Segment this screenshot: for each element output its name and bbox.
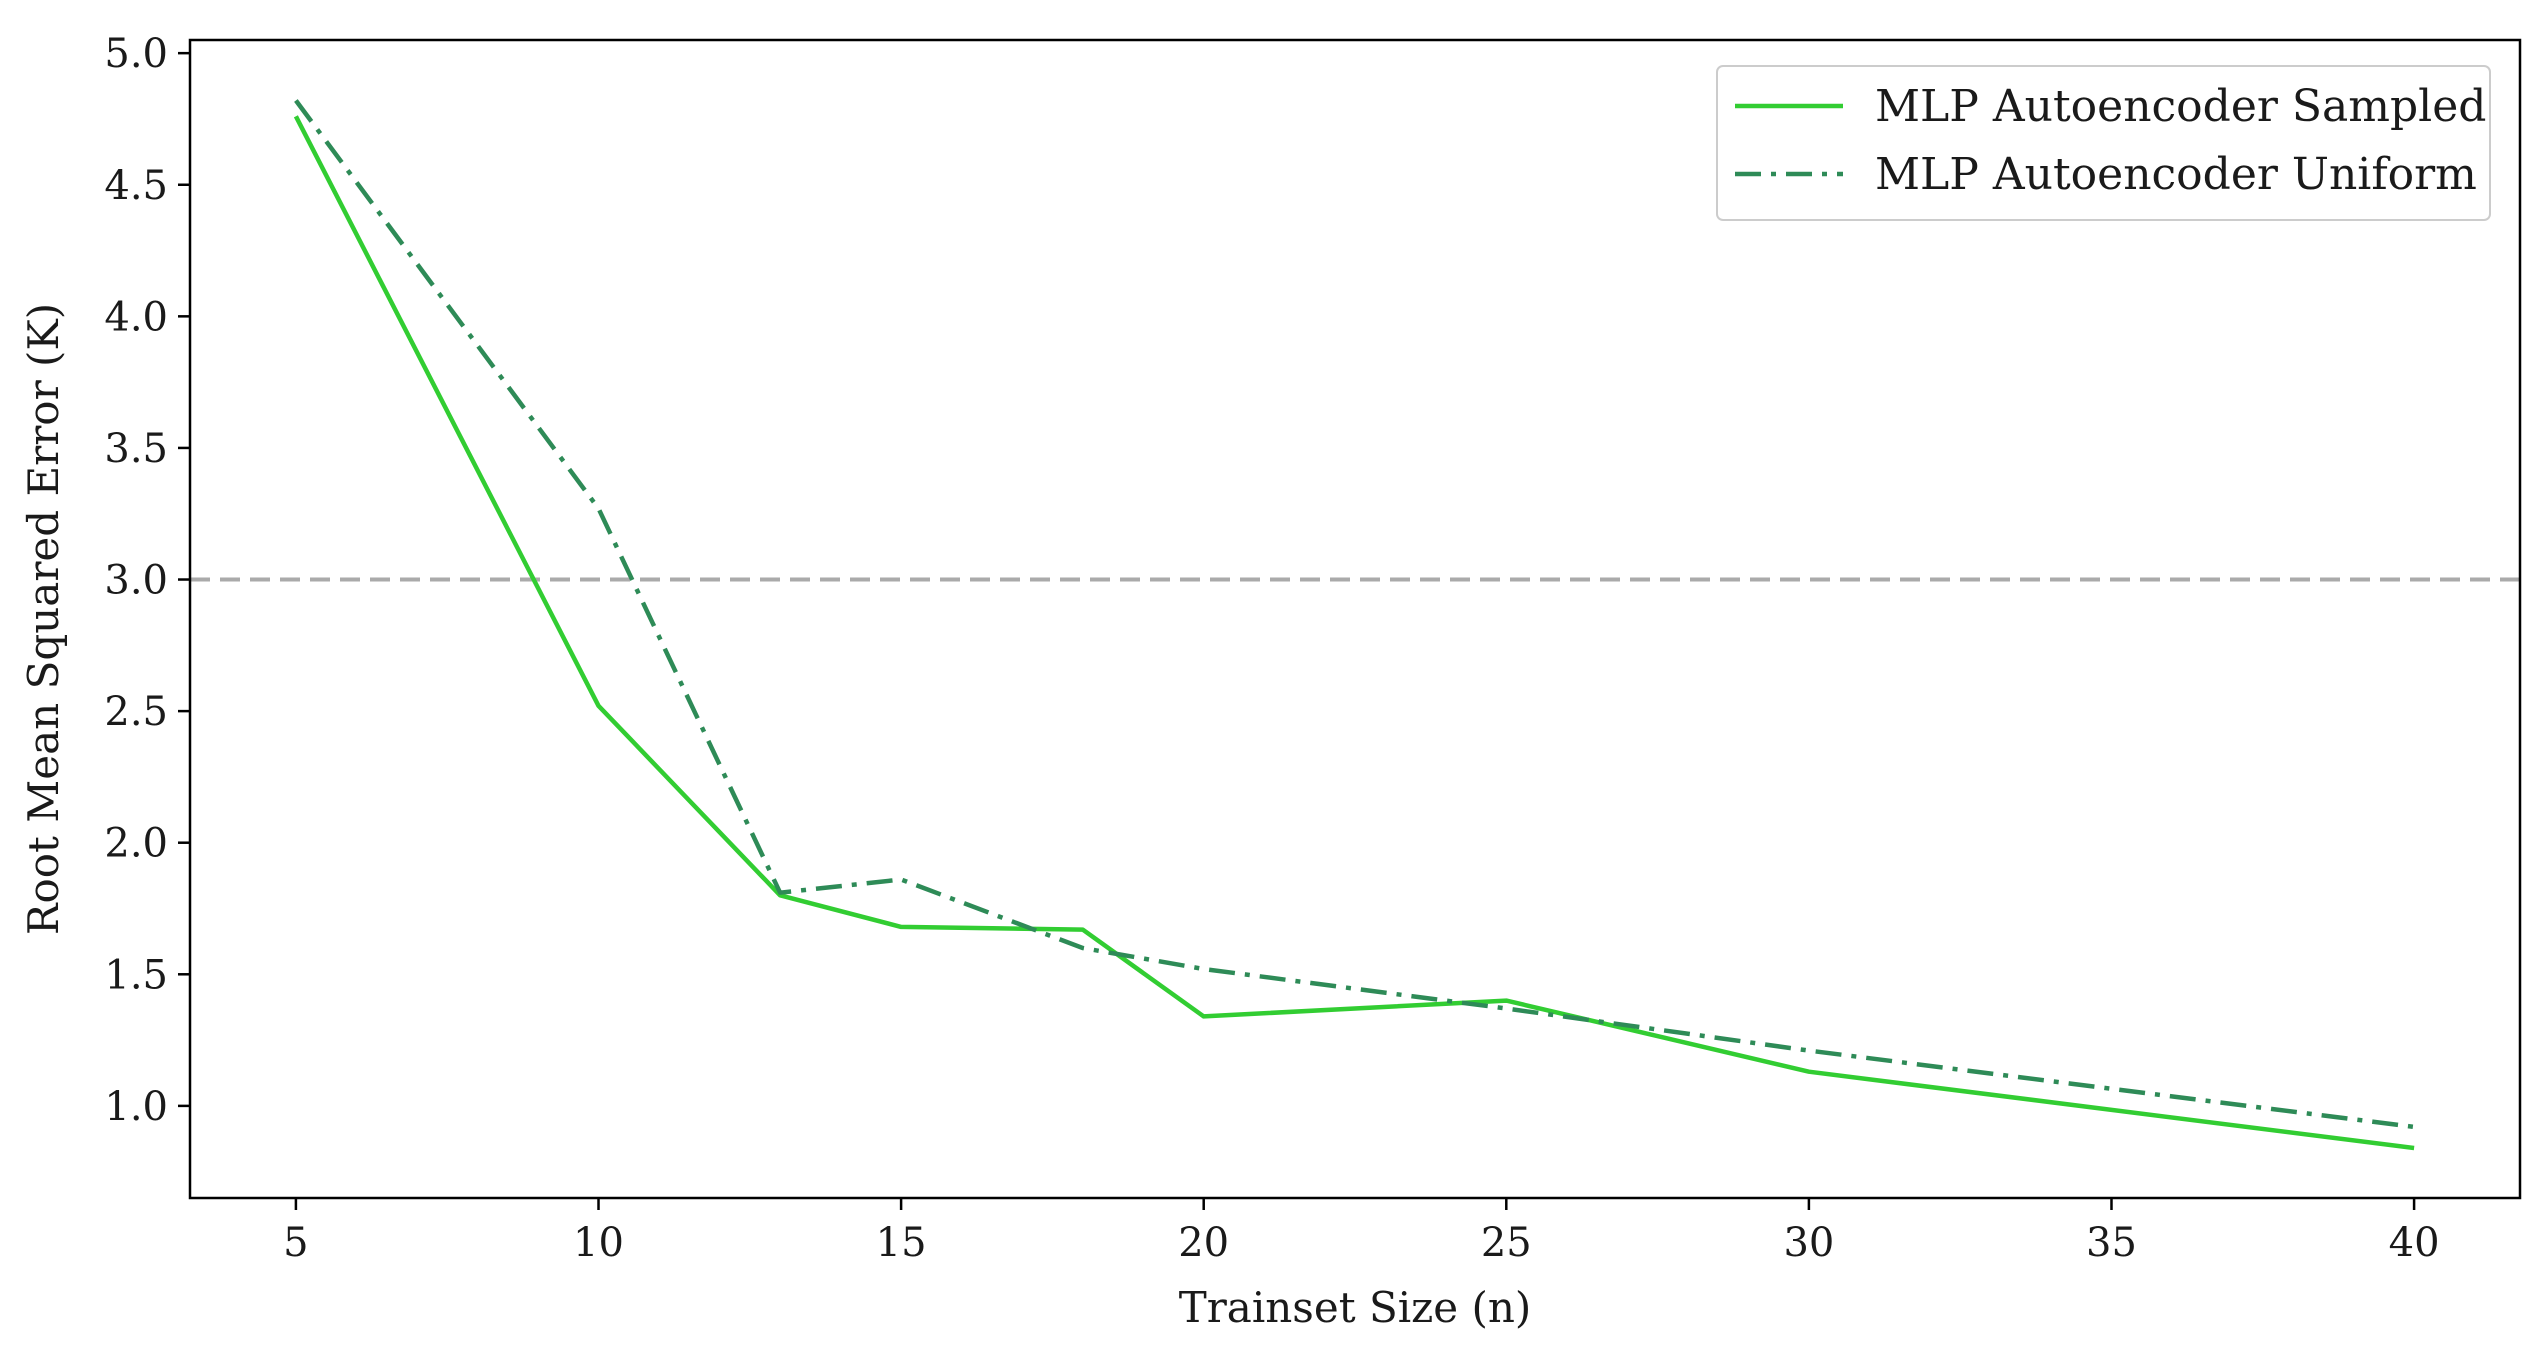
y-tick-label: 1.0 [104, 1084, 168, 1130]
plot-area-frame [188, 38, 2522, 1200]
x-axis-label: Trainset Size (n) [1179, 1283, 1532, 1332]
y-tick-label: 2.0 [104, 821, 168, 867]
series-layer [293, 99, 2415, 1151]
y-tick-label: 4.5 [104, 163, 168, 209]
legend-label-uniform: MLP Autoencoder Uniform [1875, 149, 2477, 200]
x-tick-label: 35 [2086, 1220, 2137, 1266]
x-tick-label: 25 [1481, 1220, 1532, 1266]
y-tick-label: 3.5 [104, 426, 168, 472]
y-tick-label: 4.0 [104, 294, 168, 340]
x-tick-label: 5 [283, 1220, 308, 1266]
x-tick-label: 40 [2389, 1220, 2440, 1266]
y-axis-label: Root Mean Squared Error (K) [19, 303, 68, 935]
legend: MLP Autoencoder Sampled MLP Autoencoder … [1716, 65, 2491, 221]
legend-label-sampled: MLP Autoencoder Sampled [1875, 81, 2486, 132]
x-tick-label: 30 [1783, 1220, 1834, 1266]
series-line-sampled [293, 115, 2415, 1151]
x-axis-ticks: 5 10 15 20 25 30 35 40 [283, 1198, 2440, 1266]
x-tick-label: 20 [1178, 1220, 1229, 1266]
y-tick-label: 3.0 [104, 558, 168, 604]
y-axis-ticks: 1.0 1.5 2.0 2.5 3.0 3.5 4.0 4.5 5.0 [104, 31, 190, 1130]
y-tick-label: 5.0 [104, 31, 168, 77]
y-tick-label: 2.5 [104, 689, 168, 735]
x-tick-label: 10 [573, 1220, 624, 1266]
x-tick-label: 15 [876, 1220, 927, 1266]
legend-box [1716, 65, 2491, 221]
series-line-uniform [294, 99, 2415, 1130]
y-tick-label: 1.5 [104, 952, 168, 998]
